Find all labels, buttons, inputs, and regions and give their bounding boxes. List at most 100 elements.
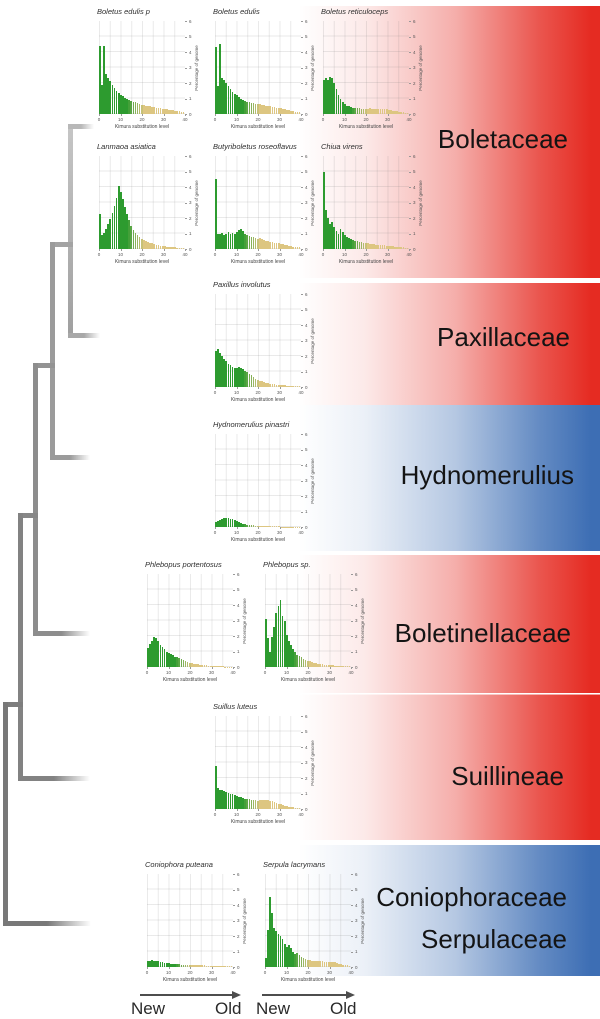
y-tick-mark bbox=[233, 920, 235, 922]
y-tick-mark bbox=[301, 527, 303, 528]
bar bbox=[180, 659, 183, 667]
x-axis-title: Kimura substitution level bbox=[230, 124, 286, 130]
y-tick-mark bbox=[185, 187, 187, 188]
x-tick-label: 0 bbox=[97, 252, 101, 257]
x-tick-mark bbox=[142, 114, 143, 116]
x-tick-mark bbox=[387, 249, 389, 251]
bar bbox=[205, 965, 208, 967]
y-tick-label: 6 bbox=[305, 18, 308, 24]
bar bbox=[228, 966, 231, 967]
bar bbox=[279, 526, 282, 527]
y-tick-label: 4 bbox=[305, 462, 308, 468]
bar bbox=[233, 367, 236, 387]
y-tick-label: 5 bbox=[305, 447, 308, 452]
plot-grid bbox=[323, 156, 409, 249]
y-tick-label: 1 bbox=[305, 231, 308, 236]
y-tick-label: 4 bbox=[413, 184, 416, 190]
y-tick-mark bbox=[351, 620, 353, 622]
x-tick-label: 30 bbox=[276, 812, 283, 817]
bar bbox=[182, 248, 185, 249]
bar bbox=[221, 356, 223, 387]
y-tick-label: 4 bbox=[305, 322, 308, 328]
y-tick-label: 6 bbox=[189, 18, 192, 24]
bar bbox=[275, 526, 278, 527]
bar bbox=[225, 83, 228, 114]
y-tick-mark bbox=[301, 52, 303, 53]
y-tick-mark bbox=[351, 905, 353, 906]
bar bbox=[219, 43, 221, 114]
bar bbox=[340, 666, 343, 667]
bar bbox=[223, 359, 226, 387]
bar bbox=[209, 965, 212, 967]
x-tick-mark bbox=[258, 387, 259, 389]
x-tick-mark bbox=[265, 967, 266, 969]
bar bbox=[390, 246, 392, 249]
bar bbox=[246, 235, 249, 249]
bar bbox=[296, 386, 299, 387]
bar bbox=[174, 247, 177, 249]
bar bbox=[159, 245, 162, 249]
y-tick-mark bbox=[301, 716, 303, 717]
bar bbox=[265, 800, 267, 809]
bar bbox=[292, 246, 295, 249]
bar bbox=[254, 525, 257, 527]
bar bbox=[113, 205, 116, 249]
bar bbox=[174, 964, 176, 967]
bar bbox=[358, 241, 361, 249]
bar bbox=[400, 247, 403, 249]
bar bbox=[153, 636, 155, 667]
y-tick-mark bbox=[301, 187, 303, 188]
bar bbox=[323, 79, 325, 114]
bar bbox=[163, 649, 166, 667]
bar bbox=[406, 247, 409, 249]
x-tick-mark bbox=[233, 967, 234, 969]
bar bbox=[267, 800, 270, 809]
bar bbox=[283, 621, 286, 667]
bar bbox=[221, 78, 223, 114]
bar bbox=[288, 806, 290, 809]
bar bbox=[256, 379, 259, 387]
x-tick-mark bbox=[120, 114, 122, 116]
bar bbox=[246, 372, 249, 387]
bar bbox=[172, 963, 174, 967]
branch-tip-coniophoraceae-serpulaceae bbox=[3, 921, 91, 926]
bar bbox=[168, 246, 170, 249]
x-tick-label: 0 bbox=[213, 390, 217, 395]
x-tick-label: 0 bbox=[321, 117, 325, 122]
bar bbox=[298, 808, 301, 809]
bar bbox=[231, 232, 234, 249]
bar bbox=[122, 96, 124, 114]
bar bbox=[252, 103, 255, 114]
x-tick-label: 10 bbox=[233, 390, 240, 395]
bar bbox=[275, 242, 278, 249]
bar bbox=[153, 107, 156, 114]
bar bbox=[375, 244, 378, 249]
bar bbox=[335, 89, 338, 114]
bar bbox=[159, 961, 162, 967]
bar bbox=[306, 959, 309, 967]
bar bbox=[219, 789, 221, 809]
bar bbox=[244, 524, 247, 527]
kimura-histogram-butyriboletus-roseoflavus: Butyriboletus roseoflavus 0 1 2 3 4 5 6 Percenta… bbox=[211, 139, 333, 275]
bar bbox=[229, 89, 232, 114]
bar bbox=[323, 961, 326, 967]
bar bbox=[170, 110, 172, 114]
y-tick-label: 5 bbox=[189, 169, 192, 174]
bar bbox=[136, 103, 139, 114]
bar bbox=[113, 87, 116, 114]
bar bbox=[311, 960, 313, 967]
bar bbox=[203, 665, 206, 667]
bar bbox=[134, 102, 137, 114]
bar bbox=[230, 966, 233, 967]
bar bbox=[103, 232, 105, 249]
y-tick-label: 0 bbox=[305, 806, 308, 812]
bar bbox=[109, 81, 112, 114]
y-tick-label: 2 bbox=[237, 933, 240, 939]
x-tick-label: 20 bbox=[363, 252, 369, 257]
x-tick-mark bbox=[344, 249, 346, 251]
y-tick-mark bbox=[301, 762, 303, 764]
bar bbox=[282, 526, 284, 527]
bar bbox=[284, 805, 286, 809]
bar bbox=[327, 79, 329, 114]
bar bbox=[246, 101, 249, 114]
